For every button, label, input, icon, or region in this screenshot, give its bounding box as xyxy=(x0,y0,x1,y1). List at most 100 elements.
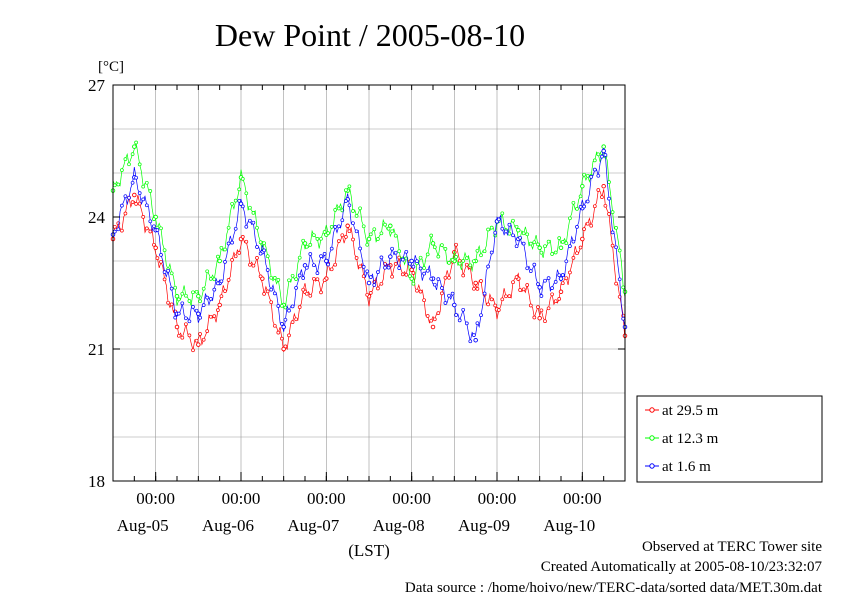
series-marker xyxy=(368,275,373,279)
series-marker xyxy=(536,242,540,247)
series-marker xyxy=(383,222,387,227)
series-marker xyxy=(134,202,138,206)
series-marker xyxy=(560,240,565,244)
data-point xyxy=(409,258,414,264)
series-marker xyxy=(258,274,263,279)
x-tick-time-label: 00:00 xyxy=(136,489,175,508)
series-marker xyxy=(457,318,462,323)
data-point xyxy=(174,324,180,330)
series-marker xyxy=(404,272,409,277)
data-source-note: Data source : /home/hoivo/new/TERC-data/… xyxy=(405,580,823,595)
data-point xyxy=(174,293,180,299)
series-marker xyxy=(244,191,249,196)
series-marker xyxy=(354,256,359,260)
series-marker xyxy=(571,200,576,205)
series-marker xyxy=(379,255,384,260)
series-marker xyxy=(500,297,505,302)
series-marker xyxy=(436,254,441,259)
series-marker xyxy=(351,209,355,213)
series-marker xyxy=(617,277,622,282)
series-marker xyxy=(511,218,515,223)
series-marker xyxy=(564,259,569,264)
series-marker xyxy=(440,286,444,290)
series-marker xyxy=(425,314,430,318)
series-marker xyxy=(418,266,423,271)
legend-item: at 12.3 m xyxy=(645,431,719,447)
series-marker xyxy=(489,297,494,302)
series-marker xyxy=(123,211,128,216)
series-marker xyxy=(248,262,252,267)
series-marker xyxy=(592,204,597,209)
series-marker xyxy=(141,197,146,202)
series-marker xyxy=(461,259,466,263)
series-marker xyxy=(255,225,259,230)
series-marker xyxy=(159,226,163,231)
series-marker xyxy=(244,239,249,244)
series-marker xyxy=(493,303,498,308)
data-point xyxy=(366,280,372,286)
series-marker xyxy=(543,278,547,283)
data-point xyxy=(473,337,478,343)
series-marker xyxy=(415,288,419,293)
series-marker xyxy=(269,275,274,280)
series-marker xyxy=(280,304,284,308)
series-marker xyxy=(112,224,117,229)
x-tick-time-label: 00:00 xyxy=(307,489,346,508)
series-marker xyxy=(283,305,288,310)
series-marker xyxy=(600,195,604,199)
series-marker xyxy=(528,241,533,246)
series-marker xyxy=(340,218,345,223)
series-marker xyxy=(400,272,405,277)
series-marker xyxy=(603,203,608,208)
series-marker xyxy=(376,286,380,291)
series-line xyxy=(112,142,626,309)
series-marker xyxy=(251,220,256,225)
series-marker xyxy=(379,231,384,236)
axis-ticks: 18 21 24 27 00:00 Aug-05 00:00 Aug-06 00:00 Aug-0… xyxy=(88,76,625,535)
series-marker xyxy=(201,303,206,307)
series-marker xyxy=(614,281,618,286)
series-marker xyxy=(411,281,416,286)
series-marker xyxy=(365,292,370,297)
series-marker xyxy=(169,286,174,291)
series-marker xyxy=(166,268,170,273)
series-marker xyxy=(308,243,313,247)
series-marker xyxy=(379,281,384,286)
series-marker xyxy=(173,315,178,320)
data-point xyxy=(132,192,137,198)
series-marker xyxy=(116,227,121,232)
series-marker xyxy=(130,180,135,185)
series-marker xyxy=(315,237,320,241)
series-marker xyxy=(123,157,128,161)
series-marker xyxy=(489,225,494,230)
series-marker xyxy=(283,317,288,322)
series-marker xyxy=(265,254,270,259)
series-marker xyxy=(176,333,181,338)
series-marker xyxy=(575,251,579,256)
series-marker xyxy=(223,247,227,252)
series-marker xyxy=(276,304,281,308)
series-marker xyxy=(507,222,512,227)
series-marker xyxy=(429,276,434,281)
series-marker xyxy=(589,223,594,228)
series-marker xyxy=(464,321,469,326)
series-marker xyxy=(265,268,270,272)
series-marker xyxy=(226,278,231,282)
series-marker xyxy=(301,238,306,243)
series-marker xyxy=(432,282,437,287)
series-marker xyxy=(155,256,160,260)
data-point xyxy=(473,280,478,286)
series-marker xyxy=(251,263,256,268)
series-marker xyxy=(493,230,498,235)
x-axis-label: (LST) xyxy=(348,541,390,560)
series-marker xyxy=(237,198,242,203)
series-marker xyxy=(137,201,142,206)
data-point xyxy=(345,223,350,229)
series-marker xyxy=(486,227,490,232)
series-marker xyxy=(233,226,238,231)
series-marker xyxy=(557,236,562,240)
series-marker xyxy=(578,194,583,199)
series-marker xyxy=(560,273,565,277)
series-marker xyxy=(201,337,206,342)
